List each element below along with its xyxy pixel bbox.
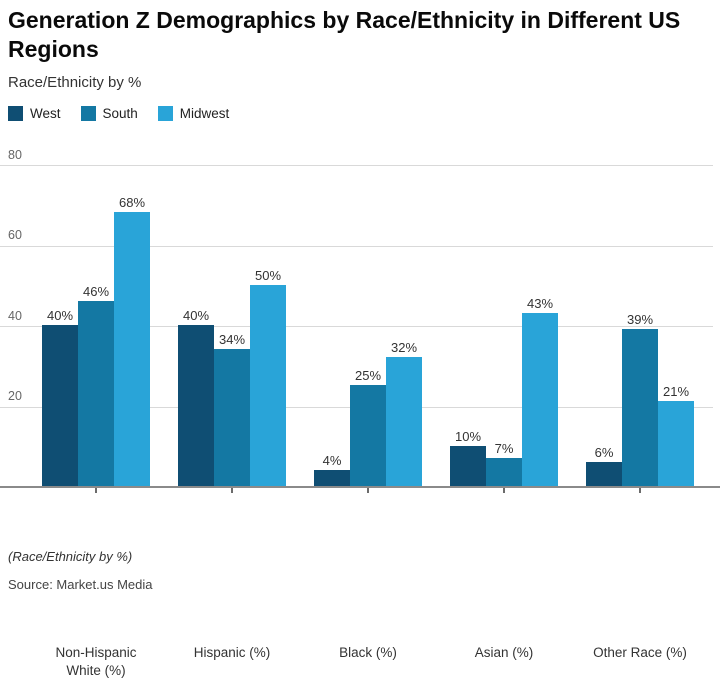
bar-group-2: 4% 25% 32% (300, 196, 436, 486)
barwrap: 68% (114, 196, 150, 486)
bar-value-label: 7% (494, 440, 514, 456)
legend-label: South (102, 106, 138, 121)
x-category-label-1: Hispanic (%) (193, 645, 271, 660)
barwrap: 39% (622, 313, 658, 486)
barwrap: 32% (386, 341, 422, 486)
legend: West South Midwest (8, 106, 229, 121)
plot-area: 20 40 60 80 40% 46% 68% 40% 34% 50% 4% 25% 32% 10% 7% 4… (0, 147, 720, 493)
gridline-80 (0, 165, 713, 166)
bar-value-label: 40% (46, 308, 74, 323)
bar-value-label: 32% (390, 340, 418, 356)
barwrap: 40% (42, 309, 78, 486)
y-tick-label-20: 20 (8, 389, 22, 403)
barwrap: 34% (214, 333, 250, 486)
gridline-60 (0, 245, 713, 247)
bar-west-3 (450, 445, 486, 486)
bar-groups: 40% 46% 68% 40% 34% 50% 4% 25% 32% 10% 7% 43% 6% 39% 2… (28, 196, 708, 486)
bar-midwest-4 (658, 401, 694, 486)
bar-south-0 (78, 300, 114, 486)
y-tick-label-40: 40 (8, 308, 22, 323)
bar-west-4 (586, 461, 622, 486)
legend-swatch-south (80, 106, 96, 121)
chart-footnote: (Race/Ethnicity by %) (8, 549, 133, 564)
x-axis-line (0, 486, 720, 488)
legend-swatch-midwest (157, 106, 173, 121)
bar-value-label: 34% (218, 332, 246, 348)
x-category-label-0: Non-Hispanic White (%) (55, 645, 137, 679)
barwrap: 25% (350, 369, 386, 486)
x-category-label-2: Black (%) (339, 645, 397, 660)
barwrap: 7% (486, 442, 522, 486)
bar-value-label: 46% (82, 283, 110, 299)
source-credit: Source: Market.us Media (8, 577, 153, 592)
x-axis-labels: Non-Hispanic White (%) Hispanic (%) Black … (28, 644, 708, 680)
bar-midwest-2 (386, 357, 422, 486)
x-axis-tick-0 (95, 488, 97, 493)
bar-value-label: 43% (526, 295, 554, 311)
barwrap: 46% (78, 285, 114, 486)
bar-midwest-3 (522, 312, 558, 486)
bar-value-label: 68% (118, 195, 146, 211)
legend-swatch-west (8, 106, 23, 121)
barwrap: 43% (522, 297, 558, 486)
bar-value-label: 25% (354, 368, 382, 384)
bar-west-0 (42, 325, 78, 486)
barwrap: 21% (658, 385, 694, 486)
legend-item-midwest: Midwest (157, 106, 230, 121)
bar-value-label: 21% (662, 384, 690, 400)
barwrap: 6% (586, 446, 622, 486)
bar-chart: 20 40 60 80 40% 46% 68% 40% 34% 50% 4% 25% 32% 10% 7% 4… (0, 147, 720, 678)
x-axis-tick-3 (503, 488, 505, 493)
x-axis-tick-1 (231, 488, 233, 493)
chart-subtitle: Race/Ethnicity by % (8, 74, 142, 91)
bar-group-3: 10% 7% 43% (436, 196, 572, 486)
bar-south-4 (622, 329, 658, 486)
legend-label: Midwest (179, 106, 230, 121)
y-tick-label-60: 60 (8, 228, 22, 242)
barwrap: 10% (450, 430, 486, 486)
bar-south-1 (214, 349, 250, 486)
chart-title: Generation Z Demographics by Race/Ethnic… (8, 7, 681, 63)
bar-group-1: 40% 34% 50% (164, 196, 300, 486)
bar-value-label: 6% (594, 444, 614, 460)
barwrap: 4% (314, 454, 350, 486)
x-category-label-4: Other Race (%) (593, 645, 687, 660)
bar-south-3 (486, 457, 522, 486)
legend-label: West (30, 106, 61, 121)
x-axis-tick-4 (639, 488, 641, 493)
x-category-label-3: Asian (%) (474, 645, 534, 660)
bar-value-label: 39% (626, 312, 654, 328)
bar-midwest-1 (250, 284, 286, 486)
bar-midwest-0 (114, 212, 150, 486)
bar-group-0: 40% 46% 68% (28, 196, 164, 486)
bar-group-4: 6% 39% 21% (572, 196, 708, 486)
x-axis-tick-2 (367, 488, 369, 493)
bar-value-label: 4% (322, 452, 342, 468)
bar-west-1 (178, 325, 214, 486)
y-tick-label-80: 80 (8, 147, 22, 162)
bar-west-2 (314, 469, 350, 486)
legend-item-west: West (8, 106, 61, 121)
barwrap: 40% (178, 309, 214, 486)
legend-item-south: South (80, 106, 138, 121)
bar-value-label: 40% (182, 308, 210, 323)
bar-south-2 (350, 385, 386, 486)
bar-value-label: 50% (254, 267, 282, 283)
barwrap: 50% (250, 269, 286, 486)
gridline-40 (0, 326, 713, 327)
bar-value-label: 10% (454, 428, 482, 444)
